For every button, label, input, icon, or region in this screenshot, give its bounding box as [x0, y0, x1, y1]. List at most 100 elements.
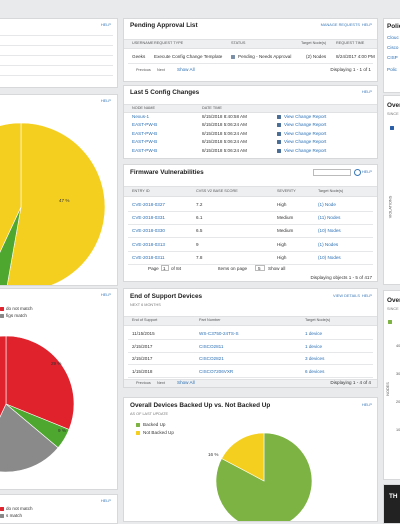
part-link[interactable]: CISCO2821 — [199, 356, 224, 362]
icon — [390, 126, 394, 130]
pager-text: Page — [148, 266, 159, 271]
pager-show-all[interactable]: Show All — [177, 67, 195, 72]
view-change-report-link[interactable]: View Change Report — [284, 114, 327, 119]
node-link[interactable]: Nexus-1 — [132, 114, 150, 119]
y-tick-label: 20 — [396, 400, 400, 404]
view-change-report-link[interactable]: View Change Report — [284, 122, 327, 128]
entry-link[interactable]: CVE-2018-0331 — [132, 215, 165, 221]
view-change-report-link[interactable]: View Change Report — [284, 139, 327, 145]
y-tick-label: 40 — [396, 344, 400, 348]
pager-previous[interactable]: Previous — [136, 381, 151, 385]
icon — [277, 131, 281, 136]
column-header: End of Support — [132, 318, 158, 322]
column-header: ENTRY ID — [132, 189, 150, 193]
help-link[interactable]: HELP — [100, 498, 111, 503]
devices-link[interactable]: 1 device — [305, 331, 323, 336]
pie-chart — [0, 122, 106, 285]
cell: Geeks — [132, 54, 146, 59]
policy-link[interactable]: Clouc — [387, 35, 399, 40]
config-changes-panel: Last 5 Config Changes HELP NODE NAME DATE T… — [123, 85, 378, 159]
view-details-link[interactable]: VIEW DETAILS — [333, 293, 360, 298]
nodes-link[interactable]: (1) Node — [318, 202, 336, 207]
node-link[interactable]: EAST-PW-B — [132, 139, 158, 145]
nodes-link[interactable]: (10) Nodes — [318, 254, 341, 260]
cell: (2) Nodes — [306, 54, 327, 59]
icon — [0, 507, 4, 511]
devices-link[interactable]: 1 device — [305, 343, 323, 349]
pager-next[interactable]: Next — [157, 381, 165, 385]
devices-link[interactable]: 6 devices — [305, 368, 325, 374]
cell: 8/24/2017 4:00 PM — [336, 54, 375, 59]
legend-label: do not match — [6, 506, 33, 511]
column-header: Target Node(s) — [305, 318, 331, 322]
items-input — [255, 265, 265, 271]
help-link[interactable]: HELP — [361, 89, 372, 94]
cell: 2/15/2017 — [132, 343, 153, 349]
devices-link[interactable]: 3 devices — [305, 356, 325, 362]
help-link[interactable]: HELP — [361, 402, 372, 407]
help-link[interactable]: HELP — [361, 293, 372, 298]
policy-link[interactable]: Cisco — [387, 45, 399, 50]
help-link[interactable]: HELP — [361, 22, 372, 27]
entry-link[interactable]: CVE-2018-0311 — [132, 254, 165, 260]
entry-link[interactable]: CVE-2018-0313 — [132, 241, 165, 247]
nodes-link[interactable]: (1) Nodes — [318, 241, 339, 247]
axis-label: NODES — [385, 382, 390, 396]
help-link[interactable]: HELP — [100, 22, 111, 27]
row-divider — [128, 237, 373, 239]
view-change-report-link[interactable]: View Change Report — [284, 147, 327, 153]
pager-text: Items on page — [218, 266, 248, 271]
row-divider — [128, 63, 373, 64]
pie-slice — [221, 432, 265, 482]
part-link[interactable]: WS-C3750-24TS-S — [199, 331, 239, 336]
icon — [388, 320, 392, 324]
icon — [231, 55, 235, 59]
promo-text: TH — [389, 493, 398, 500]
cell: High — [277, 241, 287, 247]
part-link[interactable]: CISCO2811 — [199, 343, 224, 349]
row-divider — [0, 45, 113, 46]
nodes-link[interactable]: (10) Nodes — [318, 228, 341, 234]
policy-link[interactable]: CISP — [387, 55, 398, 60]
column-header: REQUEST TIME — [336, 41, 365, 45]
pie-label: 16 % — [208, 452, 219, 457]
left-panel: HELP 47 % — [0, 94, 118, 286]
panel-title: Over — [387, 102, 400, 109]
header-band — [124, 39, 377, 49]
page-input — [161, 265, 169, 271]
axis-label: VIOLATIONS — [388, 195, 393, 219]
manage-requests-link[interactable]: MANAGE REQUESTS — [320, 22, 360, 27]
pager-next[interactable]: Next — [157, 68, 165, 72]
nodes-link[interactable]: (11) Nodes — [318, 215, 341, 221]
panel-title: Pending Approval List — [130, 22, 198, 29]
row-divider — [128, 211, 373, 212]
policy-link[interactable]: Polic — [387, 67, 397, 72]
pie-slice — [0, 122, 22, 253]
column-header: Target Node(s) — [301, 41, 327, 45]
pager-status: Displaying 1 - 1 of 1 — [330, 67, 371, 72]
y-tick-label: 10 — [396, 428, 400, 432]
pager-previous[interactable]: Previous — [136, 68, 151, 72]
entry-link[interactable]: CVE-2018-0330 — [132, 228, 165, 234]
search-icon — [354, 169, 361, 176]
firmware-panel: Firmware Vulnerabilities HELP ENTRY ID CVSS… — [123, 164, 378, 282]
cell: 2/15/2017 — [132, 356, 153, 362]
node-link[interactable]: EAST-PW-B — [132, 122, 158, 128]
part-link[interactable]: CISCO7206VXR — [199, 368, 234, 374]
node-link[interactable]: EAST-PW-B — [132, 130, 158, 136]
help-link[interactable]: HELP — [361, 169, 372, 174]
help-link[interactable]: HELP — [100, 98, 111, 103]
view-change-report-link[interactable]: View Change Report — [284, 130, 327, 136]
panel-title: End of Support Devices — [130, 293, 203, 300]
pie-slice — [5, 335, 75, 430]
help-link[interactable]: HELP — [100, 292, 111, 297]
legend-label: do not match — [6, 306, 33, 311]
pager-show-all[interactable]: Show All — [177, 380, 195, 385]
node-link[interactable]: EAST-PW-B — [132, 147, 158, 153]
icon — [277, 123, 281, 128]
pager-show-all[interactable]: Show all — [268, 266, 286, 271]
right-panel: TH — [383, 484, 400, 524]
left-panel: HELP do not match s match — [0, 494, 118, 524]
header-band — [124, 379, 377, 387]
entry-link[interactable]: CVE-2018-0327 — [132, 202, 165, 207]
